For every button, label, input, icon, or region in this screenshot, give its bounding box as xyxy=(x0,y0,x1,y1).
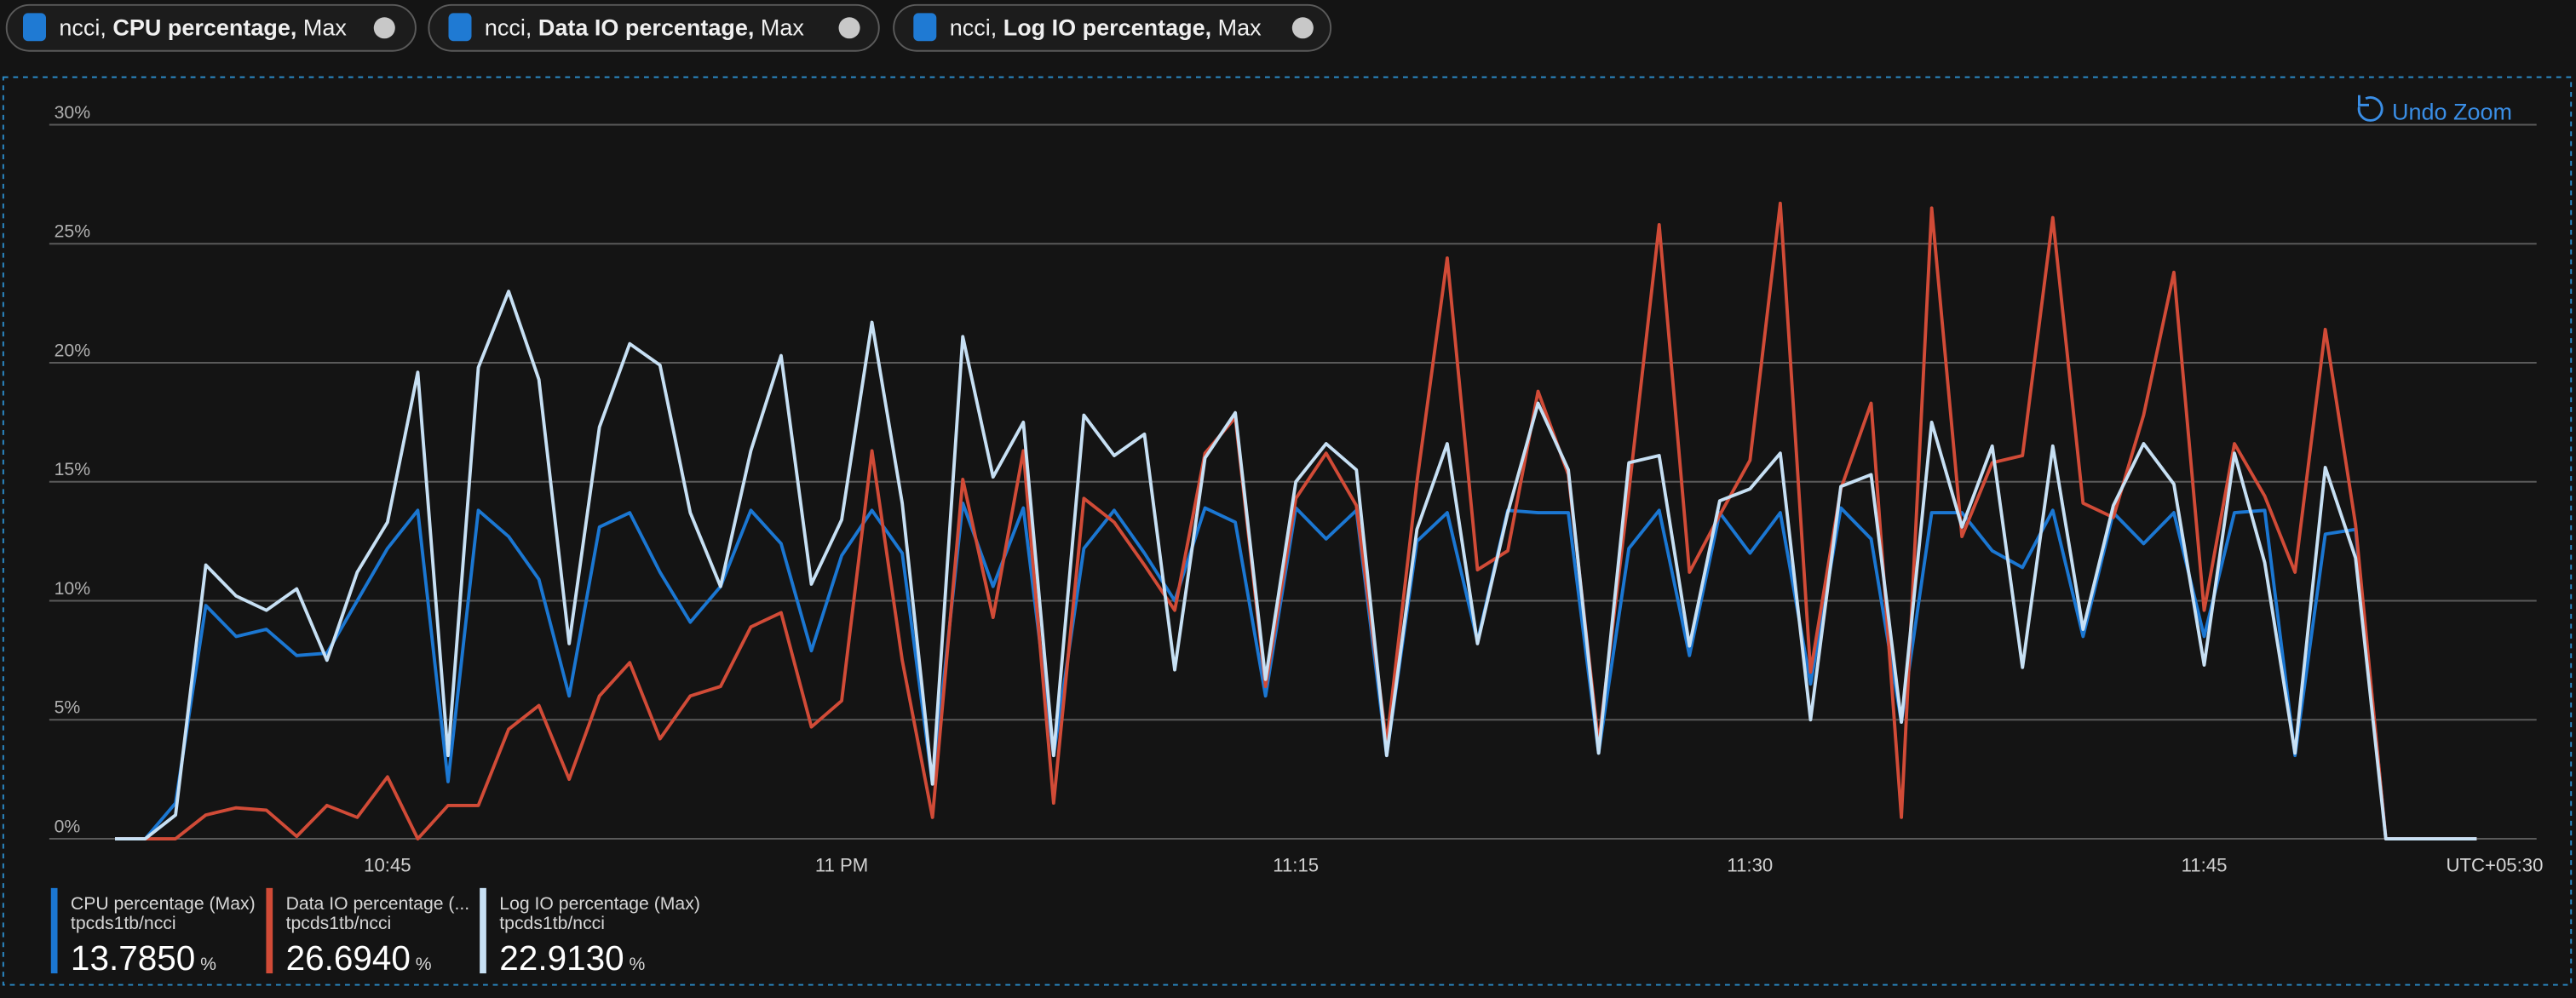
y-tick-label: 25% xyxy=(55,222,91,242)
chart-frame xyxy=(2,76,2573,986)
filter-tab[interactable]: ncci, Log IO percentage, Max xyxy=(893,3,1332,52)
y-tick-label: 5% xyxy=(55,698,81,718)
summary-value: 22.9130 xyxy=(499,938,624,978)
legend-swatch xyxy=(266,887,273,974)
legend-resource: tpcds1tb/ncci xyxy=(499,914,605,933)
legend-summary: 13.7850% xyxy=(71,938,216,978)
x-tick-label: 11:15 xyxy=(1273,855,1319,876)
legend: CPU percentage (Max)tpcds1tb/ncci13.7850… xyxy=(50,887,700,978)
close-icon[interactable] xyxy=(373,17,395,39)
plot: 0% 5% 10% 15% 20% 25% 30% 10:45 11 PM 11:15 11:30 1… xyxy=(49,103,2537,876)
y-tick-label: 10% xyxy=(55,579,91,599)
tab-resource: ncci, xyxy=(950,15,997,41)
summary-value: 26.6940 xyxy=(286,938,411,978)
legend-resource: tpcds1tb/ncci xyxy=(71,914,176,933)
legend-resource: tpcds1tb/ncci xyxy=(286,914,392,933)
tab-resource: ncci, xyxy=(485,15,532,41)
tab-label: ncci, Data IO percentage, Max xyxy=(485,15,805,41)
tab-aggregation: Max xyxy=(303,15,347,41)
filter-tab[interactable]: ncci, Data IO percentage, Max xyxy=(428,3,880,52)
sql-icon xyxy=(23,13,46,42)
undo-zoom-label[interactable]: Undo Zoom xyxy=(2392,100,2512,125)
tab-aggregation: Max xyxy=(761,15,804,41)
x-tick-label: 10:45 xyxy=(364,855,411,876)
summary-value: 13.7850 xyxy=(71,938,195,978)
x-tick-label: 11 PM xyxy=(815,855,868,876)
sql-icon xyxy=(448,13,472,42)
tab-metric: Data IO percentage, xyxy=(538,15,755,41)
legend-name: CPU percentage (Max) xyxy=(71,894,256,914)
series-line xyxy=(115,201,2477,840)
close-icon[interactable] xyxy=(1291,17,1314,39)
summary-unit: % xyxy=(416,955,432,974)
tab-aggregation: Max xyxy=(1218,15,1262,41)
tab-resource: ncci, xyxy=(59,15,106,41)
y-tick-label: 30% xyxy=(55,103,91,123)
tab-metric: CPU percentage, xyxy=(112,15,296,41)
tab-label: ncci, Log IO percentage, Max xyxy=(950,15,1262,41)
summary-unit: % xyxy=(200,955,216,974)
sql-icon xyxy=(913,13,937,42)
tab-label: ncci, CPU percentage, Max xyxy=(59,15,347,41)
tab-frame xyxy=(5,3,417,52)
x-tick-label: 11:45 xyxy=(2182,855,2228,876)
summary-unit: % xyxy=(629,955,645,974)
legend-summary: 26.6940% xyxy=(286,938,432,978)
tab-frame xyxy=(893,3,1332,52)
y-tick-label: 0% xyxy=(55,817,81,836)
y-tick-label: 15% xyxy=(55,460,91,479)
legend-swatch xyxy=(50,887,58,974)
legend-swatch xyxy=(480,887,486,974)
legend-name: Log IO percentage (Max) xyxy=(499,894,700,914)
legend-summary: 22.9130% xyxy=(499,938,645,978)
y-tick-label: 20% xyxy=(55,341,91,360)
undo-icon xyxy=(2357,95,2383,122)
undo-zoom[interactable]: Undo Zoom xyxy=(2357,95,2512,125)
series-line xyxy=(115,290,2477,840)
legend-name: Data IO percentage (... xyxy=(286,894,470,914)
tab-metric: Log IO percentage, xyxy=(1003,15,1211,41)
x-tick-label: 11:30 xyxy=(1727,855,1773,876)
close-icon[interactable] xyxy=(838,17,860,39)
filter-tab[interactable]: ncci, CPU percentage, Max xyxy=(5,3,417,52)
timezone-label: UTC+05:30 xyxy=(2446,855,2543,876)
tab-frame xyxy=(428,3,880,52)
